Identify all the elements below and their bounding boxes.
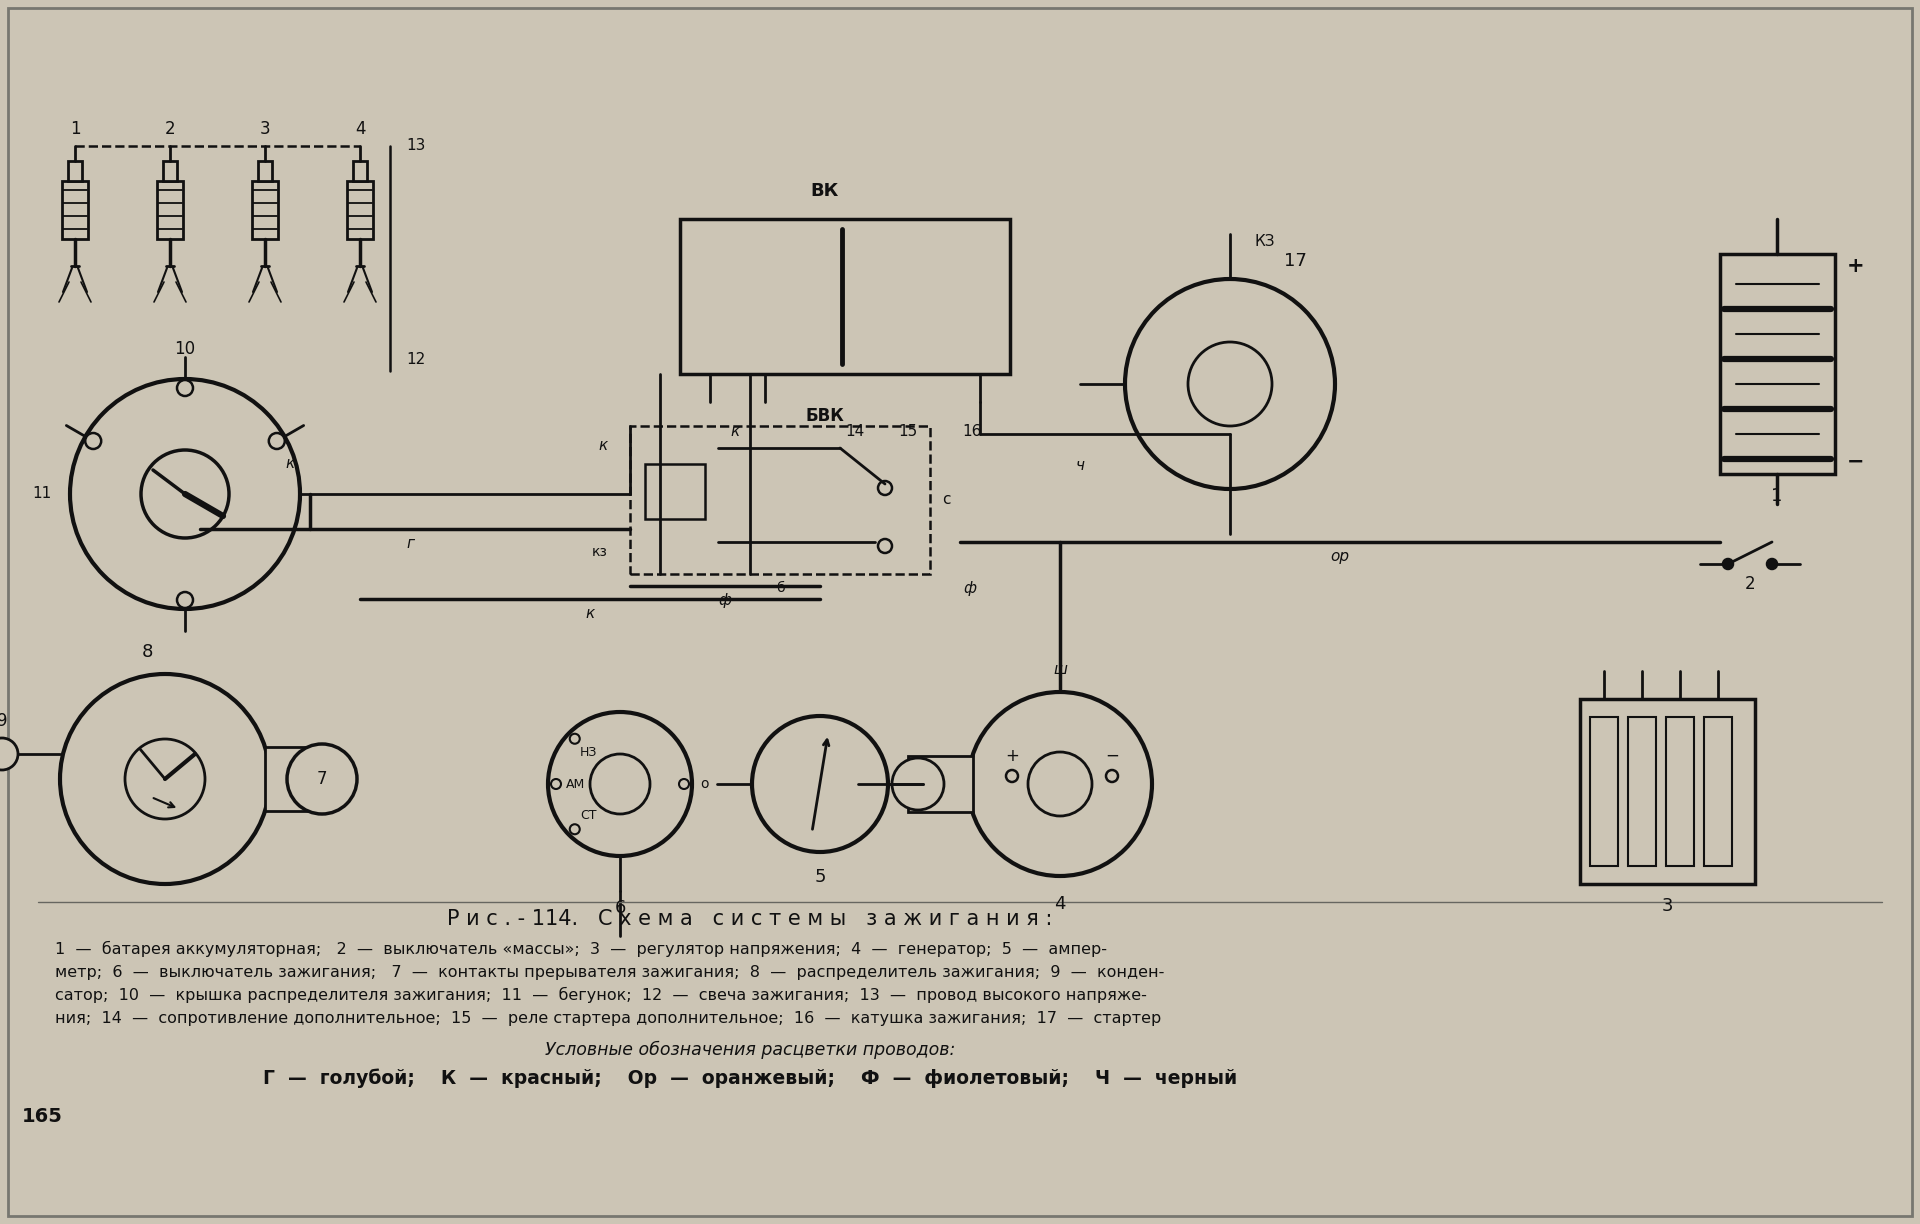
Bar bbox=[680, 219, 1010, 375]
Bar bbox=[157, 181, 182, 239]
Text: −: − bbox=[1106, 747, 1119, 765]
Circle shape bbox=[177, 592, 194, 608]
Circle shape bbox=[968, 692, 1152, 876]
Text: 10: 10 bbox=[175, 340, 196, 357]
Circle shape bbox=[69, 379, 300, 610]
Bar bbox=[61, 181, 88, 239]
Circle shape bbox=[1722, 559, 1734, 569]
Text: 2: 2 bbox=[165, 120, 175, 138]
Text: б: б bbox=[776, 581, 783, 595]
Bar bbox=[1667, 717, 1693, 867]
Text: АМ: АМ bbox=[566, 777, 586, 791]
Text: 5: 5 bbox=[814, 868, 826, 886]
Circle shape bbox=[286, 744, 357, 814]
Bar bbox=[348, 181, 372, 239]
Circle shape bbox=[1766, 559, 1778, 569]
Bar bbox=[1580, 699, 1755, 884]
Text: 15: 15 bbox=[899, 425, 918, 439]
Text: 1: 1 bbox=[1772, 487, 1782, 506]
Bar bbox=[257, 162, 273, 181]
Circle shape bbox=[1125, 279, 1334, 490]
Circle shape bbox=[893, 758, 945, 810]
Text: −: − bbox=[1847, 452, 1864, 472]
Text: 1  —  батарея аккумуляторная;   2  —  выключатель «массы»;  3  —  регулятор напр: 1 — батарея аккумуляторная; 2 — выключат… bbox=[56, 941, 1108, 957]
Bar bbox=[1705, 717, 1732, 867]
Text: кз: кз bbox=[591, 545, 609, 559]
Text: сатор;  10  —  крышка распределителя зажигания;  11  —  бегунок;  12  —  свеча з: сатор; 10 — крышка распределителя зажига… bbox=[56, 987, 1146, 1004]
Text: Г  —  голубой;    К  —  красный;    Ор  —  оранжевый;    Ф  —  фиолетовый;    Ч : Г — голубой; К — красный; Ор — оранжевый… bbox=[263, 1069, 1236, 1088]
Text: 14: 14 bbox=[845, 425, 864, 439]
Text: 13: 13 bbox=[405, 138, 426, 153]
Bar bbox=[1628, 717, 1655, 867]
Text: 4: 4 bbox=[1054, 895, 1066, 913]
Text: метр;  6  —  выключатель зажигания;   7  —  контакты прерывателя зажигания;  8  : метр; 6 — выключатель зажигания; 7 — кон… bbox=[56, 965, 1164, 979]
Text: СТ: СТ bbox=[580, 809, 597, 821]
Circle shape bbox=[269, 433, 284, 449]
Circle shape bbox=[177, 379, 194, 397]
Bar bbox=[908, 756, 973, 812]
Text: 9: 9 bbox=[0, 712, 8, 730]
Text: 12: 12 bbox=[405, 351, 424, 366]
Text: о: о bbox=[701, 777, 708, 791]
Text: 16: 16 bbox=[962, 425, 981, 439]
Text: 165: 165 bbox=[21, 1106, 63, 1126]
Text: БВК: БВК bbox=[806, 408, 845, 425]
Text: 3: 3 bbox=[259, 120, 271, 138]
Circle shape bbox=[753, 716, 887, 852]
Text: +: + bbox=[1847, 256, 1864, 275]
Text: к: к bbox=[599, 438, 609, 454]
Bar bbox=[353, 162, 367, 181]
Text: г: г bbox=[405, 536, 415, 552]
Text: 8: 8 bbox=[142, 643, 154, 661]
Text: НЗ: НЗ bbox=[580, 747, 597, 759]
Text: 7: 7 bbox=[317, 770, 326, 788]
Bar bbox=[1720, 255, 1836, 474]
Text: +: + bbox=[1004, 747, 1020, 765]
Text: Р и с . - 114.   С х е м а   с и с т е м ы   з а ж и г а н и я :: Р и с . - 114. С х е м а с и с т е м ы з… bbox=[447, 909, 1052, 929]
Text: КЗ: КЗ bbox=[1256, 234, 1275, 248]
Text: к: к bbox=[586, 607, 595, 622]
Text: 17: 17 bbox=[1284, 252, 1306, 271]
Bar bbox=[67, 162, 83, 181]
Circle shape bbox=[84, 433, 102, 449]
Circle shape bbox=[0, 738, 17, 770]
Text: 11: 11 bbox=[33, 486, 52, 502]
Bar bbox=[645, 464, 705, 519]
Text: 6: 6 bbox=[614, 898, 626, 917]
Text: Условные обозначения расцветки проводов:: Условные обозначения расцветки проводов: bbox=[545, 1040, 954, 1059]
Bar bbox=[265, 747, 321, 812]
Text: ш: ш bbox=[1052, 662, 1068, 678]
Bar bbox=[630, 426, 929, 574]
Text: ния;  14  —  сопротивление дополнительное;  15  —  реле стартера дополнительное;: ния; 14 — сопротивление дополнительное; … bbox=[56, 1011, 1162, 1026]
Bar bbox=[163, 162, 177, 181]
Circle shape bbox=[60, 674, 271, 884]
Text: ф: ф bbox=[964, 581, 977, 596]
Text: 2: 2 bbox=[1745, 575, 1755, 592]
Text: ВК: ВК bbox=[810, 182, 839, 200]
Text: ор: ор bbox=[1331, 548, 1350, 563]
Circle shape bbox=[547, 712, 691, 856]
Text: 4: 4 bbox=[355, 120, 365, 138]
Text: к: к bbox=[730, 425, 739, 439]
Text: 3: 3 bbox=[1661, 897, 1672, 916]
Bar bbox=[252, 181, 278, 239]
Text: с: с bbox=[941, 492, 950, 508]
Text: ф: ф bbox=[718, 594, 732, 608]
Text: 1: 1 bbox=[69, 120, 81, 138]
Text: ч: ч bbox=[1075, 459, 1085, 474]
Text: к: к bbox=[286, 457, 296, 471]
Bar bbox=[1590, 717, 1619, 867]
